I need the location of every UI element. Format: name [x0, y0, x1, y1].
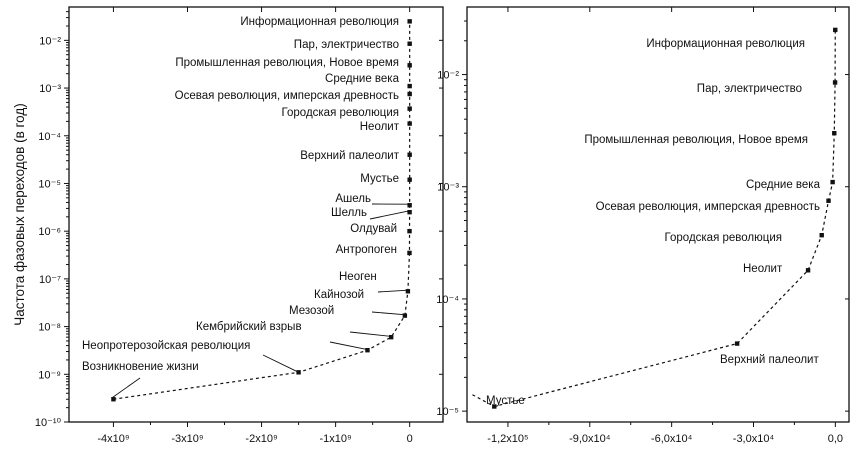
left-plot-frame [69, 7, 443, 422]
left-data-point [407, 203, 411, 207]
left-x-tick-label: -3x10⁹ [171, 433, 203, 445]
left-point-label: Возникновение жизни [82, 361, 199, 373]
right-y-tick-label: 10⁻³ [437, 182, 459, 194]
left-x-tick-label: 0 [407, 433, 413, 445]
left-point-label: Неолит [360, 121, 400, 133]
right-point-label: Городская революция [665, 232, 782, 244]
right-point-label: Верхний палеолит [720, 354, 819, 366]
left-point-label: Информационная революция [240, 16, 399, 28]
left-label-leader [378, 290, 406, 292]
left-point-label: Осевая революция, имперская древность [175, 90, 399, 102]
left-point-label: Олдувай [350, 223, 397, 235]
left-point-label: Кайнозой [314, 289, 364, 301]
right-plot: -1,2x10⁵ -9,0x10⁴ -6,0x10⁴ -3,0x10⁴ 0,0 10⁻⁵ 1… [436, 7, 849, 445]
left-data-point [389, 335, 393, 339]
left-point-label: Верхний палеолит [300, 150, 399, 162]
left-x-tick-label: -4x10⁹ [97, 433, 129, 445]
left-point-label: Мезозой [289, 305, 334, 317]
left-label-leader [350, 332, 389, 336]
right-y-tick-label: 10⁻⁵ [436, 406, 459, 418]
left-data-point [407, 177, 411, 181]
left-point-label: Неопротерозойская революция [82, 340, 250, 352]
left-data-point [407, 106, 411, 110]
left-data-point [407, 210, 411, 214]
left-data-point [407, 84, 411, 88]
left-data-point [407, 63, 411, 67]
left-data-point [407, 229, 411, 233]
left-data-point [407, 153, 411, 157]
left-data-point [403, 313, 407, 317]
right-data-point [830, 180, 834, 184]
right-y-tick-label: 10⁻² [437, 70, 459, 82]
left-label-leader [330, 342, 365, 349]
left-label-leader [263, 355, 297, 371]
left-data-point [406, 289, 410, 293]
left-point-label: Кембрийский взрыв [196, 321, 302, 333]
left-point-label: Антропоген [336, 244, 397, 256]
right-point-label: Мустье [486, 395, 525, 407]
right-data-point [820, 233, 824, 237]
left-point-label: Пар, электричество [294, 39, 399, 51]
left-data-point [407, 92, 411, 96]
left-point-label: Городская революция [282, 107, 399, 119]
left-y-tick-label: 10⁻⁸ [38, 322, 61, 334]
left-x-tick-label: -1x10⁹ [319, 433, 351, 445]
left-y-tick-label: 10⁻⁶ [38, 226, 61, 238]
right-x-tick-label: -6,0x10⁴ [651, 433, 693, 445]
left-point-label: Ашель [335, 193, 371, 205]
right-data-point [832, 131, 836, 135]
left-x-tick-label: -2x10⁹ [245, 433, 277, 445]
left-data-point [296, 370, 300, 374]
right-point-label: Информационная революция [646, 38, 805, 50]
right-point-label: Средние века [746, 179, 821, 191]
right-data-point [833, 28, 837, 32]
right-x-tick-label: -3,0x10⁴ [733, 433, 775, 445]
right-x-tick-label: 0,0 [828, 433, 843, 445]
left-plot: -4x10⁹ -3x10⁹ -2x10⁹ -1x10⁹ 0 10⁻¹⁰ 10⁻⁹ 10⁻⁸ 10… [12, 7, 443, 445]
left-label-leader [370, 211, 408, 219]
left-y-axis-title: Частота фазовых переходов (в год) [12, 103, 27, 325]
left-point-label: Средние века [325, 73, 400, 85]
left-y-tick-label: 10⁻⁹ [38, 369, 61, 381]
right-y-tick-label: 10⁻⁴ [436, 294, 459, 306]
left-y-tick-label: 10⁻⁷ [39, 274, 61, 286]
left-y-tick-label: 10⁻¹⁰ [35, 417, 62, 429]
left-point-label: Мустье [360, 173, 399, 185]
right-point-label: Неолит [743, 263, 783, 275]
right-point-label: Промышленная революция, Новое время [584, 134, 808, 146]
right-point-label: Пар, электричество [697, 83, 802, 95]
right-x-tick-label: -1,2x10⁵ [487, 433, 528, 445]
left-label-leader [111, 378, 140, 398]
left-y-tick-label: 10⁻⁴ [38, 131, 61, 143]
left-data-point [407, 19, 411, 23]
left-label-leader [372, 312, 403, 315]
left-point-label: Шелль [331, 207, 367, 219]
left-point-label: Неоген [339, 271, 377, 283]
right-data-point [806, 268, 810, 272]
left-data-point [365, 348, 369, 352]
left-point-label: Промышленная революция, Новое время [175, 57, 399, 69]
left-data-point [407, 121, 411, 125]
right-data-point [735, 341, 739, 345]
right-data-point [826, 199, 830, 203]
left-y-tick-label: 10⁻² [39, 35, 61, 47]
right-point-label: Осевая революция, имперская древность [596, 201, 820, 213]
left-data-point [407, 42, 411, 46]
left-y-tick-label: 10⁻³ [39, 83, 61, 95]
left-data-point [407, 251, 411, 255]
left-y-tick-label: 10⁻⁵ [38, 178, 61, 190]
right-x-tick-label: -9,0x10⁴ [569, 433, 611, 445]
right-data-point [833, 80, 837, 84]
